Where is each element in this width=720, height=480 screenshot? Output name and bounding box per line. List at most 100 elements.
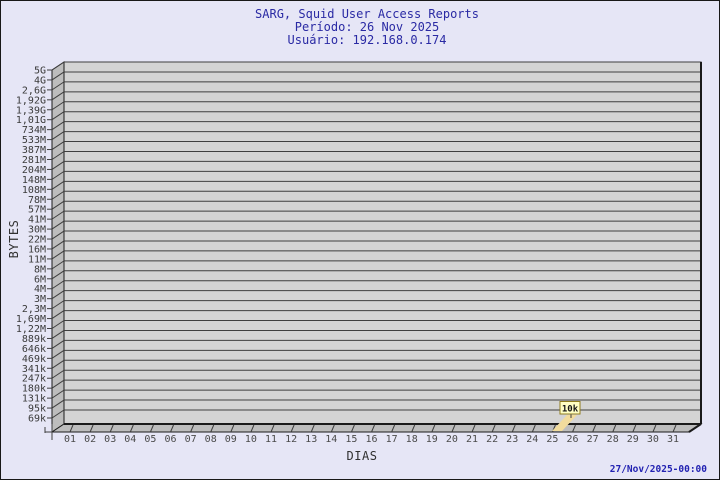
- chart-period: Período: 26 Nov 2025: [295, 20, 440, 34]
- x-tick: [210, 424, 215, 433]
- report-timestamp: 27/Nov/2025-00:00: [610, 464, 708, 475]
- x-tick-label: 14: [325, 434, 337, 445]
- plot-floor: [50, 423, 703, 433]
- x-tick-label: 26: [566, 434, 578, 445]
- y-tick-label: 281M: [22, 155, 46, 166]
- y-tick-label: 30M: [28, 225, 46, 236]
- y-grid-wall-segment: [51, 61, 65, 71]
- y-grid-wall-segment: [51, 190, 65, 200]
- x-tick-label: 08: [205, 434, 217, 445]
- x-tick-label: 07: [185, 434, 197, 445]
- y-grid-wall-segment: [51, 399, 65, 409]
- x-tick: [391, 424, 396, 433]
- x-tick-label: 25: [546, 434, 558, 445]
- y-grid-wall-segment: [51, 170, 65, 180]
- x-tick-label: 18: [406, 434, 418, 445]
- y-grid-wall-segment: [51, 141, 65, 150]
- x-tick: [632, 424, 637, 433]
- x-tick: [471, 424, 476, 433]
- y-grid-wall-segment: [51, 230, 65, 240]
- y-grid-wall-segment: [51, 409, 65, 419]
- bar-value-box: [559, 401, 581, 415]
- y-grid-wall-segment: [51, 389, 65, 399]
- x-tick-label: 02: [84, 434, 96, 445]
- x-tick-label: 10: [245, 434, 257, 445]
- x-tick-label: 28: [607, 434, 619, 445]
- y-grid-wall-segment: [51, 161, 65, 170]
- y-grid-wall-segment: [51, 151, 65, 160]
- y-tick-label: 889k: [22, 334, 46, 345]
- x-tick: [431, 424, 436, 433]
- x-tick: [330, 424, 335, 433]
- y-grid-wall-segment: [51, 379, 65, 389]
- y-grid-wall-segment: [51, 101, 65, 111]
- y-tick-label: 341k: [22, 364, 46, 375]
- y-tick-label: 2,6G: [22, 85, 46, 96]
- y-tick-label: 4M: [34, 284, 46, 295]
- x-tick-label: 20: [446, 434, 458, 445]
- y-tick-label: 22M: [28, 235, 46, 246]
- x-tick-label: 30: [647, 434, 659, 445]
- y-tick-label: 469k: [22, 354, 46, 365]
- y-grid-wall-segment: [51, 290, 65, 300]
- x-tick: [371, 424, 375, 433]
- y-tick-label: 1,22M: [16, 324, 46, 335]
- y-tick-label: 131k: [22, 394, 46, 405]
- y-tick-label: 533M: [22, 135, 46, 146]
- x-tick-label: 22: [486, 434, 498, 445]
- y-grid-wall-segment: [51, 339, 65, 349]
- x-tick: [511, 424, 516, 433]
- y-grid-wall-segment: [51, 180, 65, 190]
- x-tick-label: 21: [466, 434, 478, 445]
- x-tick-label: 05: [144, 434, 156, 445]
- x-tick: [612, 424, 617, 433]
- y-tick-label: 646k: [22, 344, 46, 355]
- x-tick-label: 11: [265, 434, 277, 445]
- y-tick-label: 247k: [22, 374, 46, 385]
- y-tick-label: 11M: [28, 254, 46, 265]
- y-tick-label: 3M: [34, 294, 46, 305]
- y-tick-label: 1,69M: [16, 314, 46, 325]
- y-tick-label: 4G: [34, 75, 46, 86]
- y-grid-wall-segment: [51, 81, 65, 91]
- y-tick-label: 2,3M: [22, 304, 46, 315]
- y-tick-label: 6M: [34, 274, 46, 285]
- x-tick-label: 12: [285, 434, 297, 445]
- x-tick: [109, 424, 114, 433]
- x-tick-label: 23: [506, 434, 518, 445]
- y-grid-wall-segment: [51, 280, 65, 290]
- y-grid-wall-segment: [51, 359, 65, 369]
- plot-corner-edge: [688, 423, 702, 433]
- x-tick: [270, 424, 275, 433]
- x-tick: [572, 424, 576, 433]
- y-tick-label: 1,92G: [16, 95, 46, 106]
- y-tick-label: 95k: [28, 404, 46, 415]
- x-tick-label: 04: [124, 434, 136, 445]
- x-tick-label: 09: [225, 434, 237, 445]
- x-tick: [310, 424, 315, 433]
- y-tick-label: 734M: [22, 125, 46, 136]
- x-tick-label: 27: [587, 434, 599, 445]
- y-grid-wall-segment: [51, 91, 65, 101]
- x-tick: [69, 424, 74, 433]
- x-tick: [89, 424, 94, 433]
- x-tick: [411, 424, 416, 433]
- x-tick-label: 24: [526, 434, 538, 445]
- x-tick: [350, 424, 355, 433]
- x-tick: [531, 424, 536, 433]
- x-tick: [451, 424, 456, 433]
- y-grid-wall-segment: [51, 111, 65, 121]
- x-tick-label: 19: [426, 434, 438, 445]
- y-tick-label: 5G: [34, 66, 46, 77]
- x-tick-label: 31: [667, 434, 679, 445]
- y-grid-wall-segment: [51, 270, 65, 280]
- y-tick-label: 8M: [34, 264, 46, 275]
- chart-title: SARG, Squid User Access Reports: [255, 7, 479, 21]
- plot-area: 5G4G2,6G1,92G1,39G1,01G734M533M387M281M2…: [16, 61, 703, 445]
- y-tick-label: 57M: [28, 205, 46, 216]
- y-tick-label: 387M: [22, 145, 46, 156]
- y-grid-wall-segment: [51, 260, 65, 270]
- x-tick: [190, 424, 195, 433]
